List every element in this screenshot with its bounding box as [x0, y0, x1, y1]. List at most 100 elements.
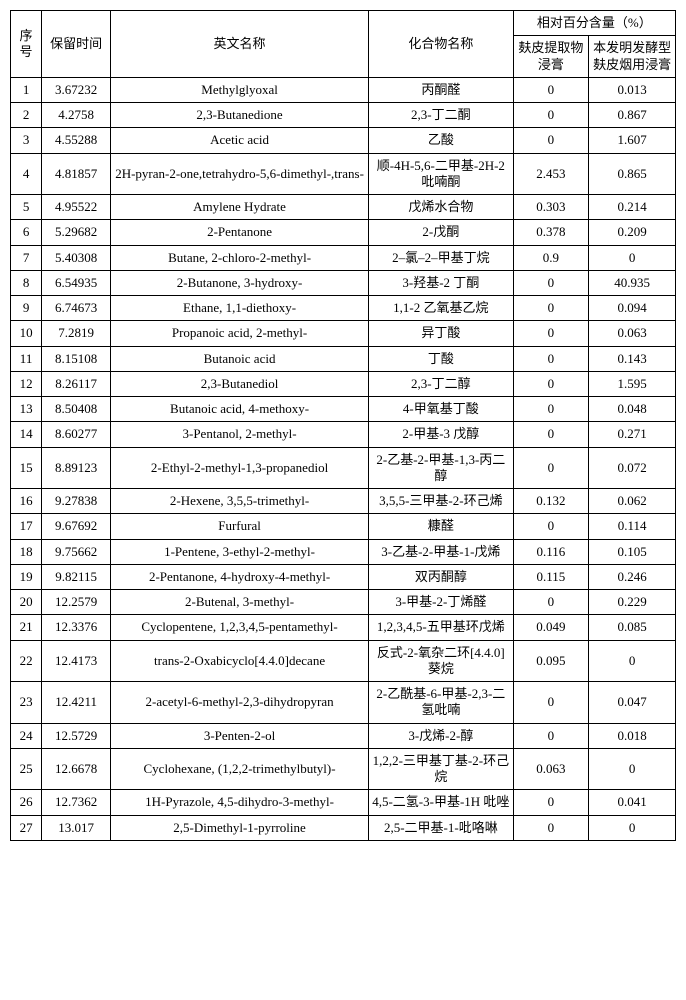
cell-v1: 0 [513, 321, 589, 346]
cell-v1: 0.049 [513, 615, 589, 640]
cell-cn: 2-乙酰基-6-甲基-2,3-二氢吡喃 [369, 682, 514, 724]
cell-cn: 2,3-丁二醇 [369, 371, 514, 396]
cell-rt: 8.60277 [42, 422, 111, 447]
cell-en: Ethane, 1,1-diethoxy- [111, 296, 369, 321]
cell-en: Propanoic acid, 2-methyl- [111, 321, 369, 346]
cell-idx: 17 [11, 514, 42, 539]
cell-en: Furfural [111, 514, 369, 539]
cell-rt: 8.50408 [42, 397, 111, 422]
cell-en: 3-Pentanol, 2-methyl- [111, 422, 369, 447]
cell-cn: 糠醛 [369, 514, 514, 539]
cell-en: 2-Pentanone, 4-hydroxy-4-methyl- [111, 564, 369, 589]
cell-idx: 18 [11, 539, 42, 564]
table-row: 54.95522Amylene Hydrate戊烯水合物0.3030.214 [11, 195, 676, 220]
cell-cn: 2-戊酮 [369, 220, 514, 245]
table-body: 13.67232Methylglyoxal丙酮醛00.01324.27582,3… [11, 77, 676, 840]
cell-idx: 15 [11, 447, 42, 489]
header-compound-name: 化合物名称 [369, 11, 514, 78]
cell-v1: 0 [513, 447, 589, 489]
table-row: 199.821152-Pentanone, 4-hydroxy-4-methyl… [11, 564, 676, 589]
table-row: 2112.3376Cyclopentene, 1,2,3,4,5-pentame… [11, 615, 676, 640]
table-row: 2713.0172,5-Dimethyl-1-pyrroline2,5-二甲基-… [11, 815, 676, 840]
cell-v1: 0.303 [513, 195, 589, 220]
cell-v1: 0 [513, 103, 589, 128]
cell-idx: 23 [11, 682, 42, 724]
cell-v1: 0 [513, 514, 589, 539]
cell-idx: 27 [11, 815, 42, 840]
header-index: 序号 [11, 11, 42, 78]
cell-v2: 0.867 [589, 103, 676, 128]
table-row: 96.74673Ethane, 1,1-diethoxy-1,1-2 乙氧基乙烷… [11, 296, 676, 321]
table-row: 2012.25792-Butenal, 3-methyl-3-甲基-2-丁烯醛0… [11, 590, 676, 615]
cell-idx: 9 [11, 296, 42, 321]
cell-rt: 13.017 [42, 815, 111, 840]
cell-rt: 7.2819 [42, 321, 111, 346]
cell-v1: 0.132 [513, 489, 589, 514]
cell-v2: 0.048 [589, 397, 676, 422]
cell-en: 2H-pyran-2-one,tetrahydro-5,6-dimethyl-,… [111, 153, 369, 195]
cell-v1: 0 [513, 371, 589, 396]
cell-idx: 5 [11, 195, 42, 220]
table-row: 107.2819Propanoic acid, 2-methyl-异丁酸00.0… [11, 321, 676, 346]
cell-idx: 11 [11, 346, 42, 371]
cell-v2: 0 [589, 640, 676, 682]
cell-cn: 4-甲氧基丁酸 [369, 397, 514, 422]
table-row: 24.27582,3-Butanedione2,3-丁二酮00.867 [11, 103, 676, 128]
cell-rt: 9.82115 [42, 564, 111, 589]
cell-cn: 4,5-二氢-3-甲基-1H 吡唑 [369, 790, 514, 815]
cell-cn: 双丙酮醇 [369, 564, 514, 589]
cell-en: 2-Hexene, 3,5,5-trimethyl- [111, 489, 369, 514]
cell-v2: 0.094 [589, 296, 676, 321]
table-row: 2212.4173trans-2-Oxabicyclo[4.4.0]decane… [11, 640, 676, 682]
cell-en: 1-Pentene, 3-ethyl-2-methyl- [111, 539, 369, 564]
cell-cn: 丙酮醛 [369, 77, 514, 102]
cell-cn: 3-乙基-2-甲基-1-戊烯 [369, 539, 514, 564]
cell-idx: 20 [11, 590, 42, 615]
cell-en: Cyclohexane, (1,2,2-trimethylbutyl)- [111, 748, 369, 790]
cell-cn: 3,5,5-三甲基-2-环己烯 [369, 489, 514, 514]
cell-en: 3-Penten-2-ol [111, 723, 369, 748]
cell-idx: 7 [11, 245, 42, 270]
cell-v2: 0.214 [589, 195, 676, 220]
cell-cn: 异丁酸 [369, 321, 514, 346]
cell-v1: 0 [513, 270, 589, 295]
cell-en: 1H-Pyrazole, 4,5-dihydro-3-methyl- [111, 790, 369, 815]
cell-v2: 1.595 [589, 371, 676, 396]
cell-cn: 1,2,3,4,5-五甲基环戊烯 [369, 615, 514, 640]
cell-v1: 2.453 [513, 153, 589, 195]
table-row: 158.891232-Ethyl-2-methyl-1,3-propanedio… [11, 447, 676, 489]
cell-cn: 2,3-丁二酮 [369, 103, 514, 128]
cell-v1: 0 [513, 590, 589, 615]
cell-v2: 0.246 [589, 564, 676, 589]
cell-cn: 3-甲基-2-丁烯醛 [369, 590, 514, 615]
cell-idx: 13 [11, 397, 42, 422]
table-header: 序号 保留时间 英文名称 化合物名称 相对百分含量（%） 麸皮提取物浸膏 本发明… [11, 11, 676, 78]
cell-cn: 顺-4H-5,6-二甲基-2H-2 吡喃酮 [369, 153, 514, 195]
cell-rt: 12.3376 [42, 615, 111, 640]
cell-rt: 3.67232 [42, 77, 111, 102]
cell-v2: 0.143 [589, 346, 676, 371]
table-row: 2312.42112-acetyl-6-methyl-2,3-dihydropy… [11, 682, 676, 724]
cell-v1: 0 [513, 723, 589, 748]
cell-en: 2,3-Butanedione [111, 103, 369, 128]
cell-idx: 26 [11, 790, 42, 815]
cell-v2: 0.041 [589, 790, 676, 815]
table-row: 169.278382-Hexene, 3,5,5-trimethyl-3,5,5… [11, 489, 676, 514]
cell-v1: 0 [513, 422, 589, 447]
cell-en: 2-acetyl-6-methyl-2,3-dihydropyran [111, 682, 369, 724]
cell-cn: 3-戊烯-2-醇 [369, 723, 514, 748]
cell-en: Amylene Hydrate [111, 195, 369, 220]
cell-en: 2,5-Dimethyl-1-pyrroline [111, 815, 369, 840]
table-row: 138.50408Butanoic acid, 4-methoxy-4-甲氧基丁… [11, 397, 676, 422]
table-row: 128.261172,3-Butanediol2,3-丁二醇01.595 [11, 371, 676, 396]
cell-v1: 0 [513, 346, 589, 371]
cell-en: Butanoic acid, 4-methoxy- [111, 397, 369, 422]
cell-rt: 6.54935 [42, 270, 111, 295]
cell-v2: 0.063 [589, 321, 676, 346]
cell-cn: 丁酸 [369, 346, 514, 371]
cell-en: 2-Butanone, 3-hydroxy- [111, 270, 369, 295]
table-row: 118.15108Butanoic acid丁酸00.143 [11, 346, 676, 371]
cell-v1: 0 [513, 790, 589, 815]
cell-rt: 8.15108 [42, 346, 111, 371]
cell-en: Methylglyoxal [111, 77, 369, 102]
